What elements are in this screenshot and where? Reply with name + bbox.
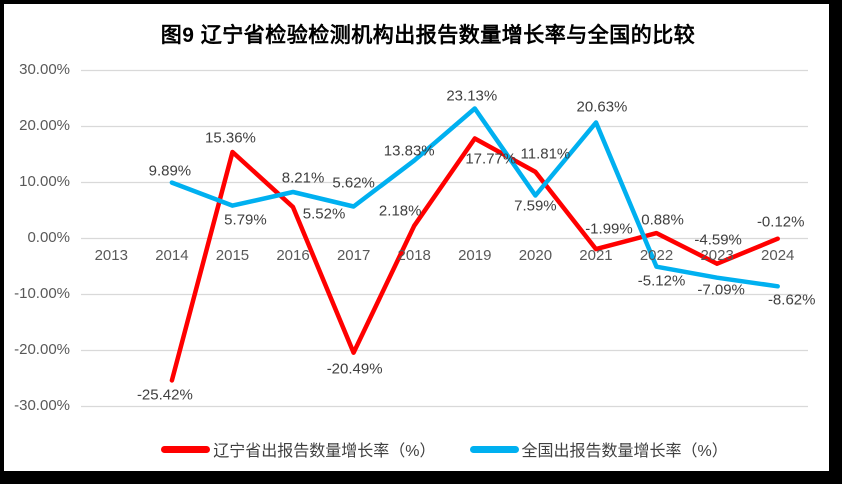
x-axis-label: 2017 — [336, 247, 371, 264]
data-label-national-2017: 5.62% — [332, 174, 375, 192]
data-label-national-2014: 9.89% — [148, 162, 192, 180]
x-axis-label: 2024 — [761, 247, 795, 264]
chart-legend: 辽宁省出报告数量增长率（%） 全国出报告数量增长率（%） — [81, 438, 808, 460]
data-label-national-2022: -5.12% — [637, 272, 686, 290]
x-axis-label: 2019 — [458, 247, 492, 264]
data-label-liaoning-2015: 15.36% — [205, 129, 256, 147]
data-label-national-2019: 23.13% — [446, 87, 498, 105]
chart-title: 图9 辽宁省检验检测机构出报告数量增长率与全国的比较 — [160, 24, 696, 47]
data-label-liaoning-2017: -20.49% — [326, 360, 383, 378]
data-label-liaoning-2022: 0.88% — [641, 211, 684, 229]
legend-swatch-national — [469, 445, 519, 453]
series-line-national — [169, 106, 780, 289]
data-label-liaoning-2014: -25.42% — [136, 386, 193, 404]
data-label-liaoning-2019: 17.77% — [465, 150, 517, 168]
y-axis-label: 20.00% — [19, 117, 70, 134]
data-label-national-2023: -7.09% — [697, 281, 745, 299]
x-axis-label: 2023 — [700, 247, 734, 264]
x-axis-label: 2015 — [215, 247, 250, 264]
x-axis-label: 2018 — [397, 247, 431, 264]
legend-item-liaoning: 辽宁省出报告数量增长率（%） — [161, 437, 436, 461]
legend-swatch-liaoning — [161, 445, 211, 453]
series-line-liaoning — [169, 136, 780, 383]
legend-item-national: 全国出报告数量增长率（%） — [469, 437, 728, 461]
y-axis-label: -30.00% — [14, 397, 70, 414]
data-label-national-2015: 5.79% — [224, 211, 267, 229]
x-axis-label: 2020 — [518, 247, 553, 264]
legend-label: 全国出报告数量增长率（%） — [521, 443, 728, 460]
data-label-national-2021: 20.63% — [576, 98, 628, 116]
data-label-liaoning-2021: -1.99% — [585, 220, 633, 238]
data-label-national-2024: -8.62% — [767, 291, 816, 309]
x-axis-label: 2013 — [94, 247, 128, 264]
y-axis-label: 0.00% — [27, 229, 70, 246]
y-axis-label: -10.00% — [14, 285, 70, 302]
legend-label: 辽宁省出报告数量增长率（%） — [213, 443, 436, 460]
x-axis-label: 2014 — [155, 247, 189, 264]
data-label-liaoning-2024: -0.12% — [756, 213, 805, 231]
data-label-national-2018: 13.83% — [383, 142, 435, 160]
data-label-national-2020: 7.59% — [514, 197, 557, 215]
x-axis-label: 2016 — [276, 247, 310, 264]
data-label-liaoning-2020: 11.81% — [520, 145, 571, 163]
x-axis-label: 2022 — [639, 247, 674, 264]
y-axis-label: -20.00% — [14, 341, 70, 358]
data-label-national-2016: 8.21% — [281, 169, 325, 187]
y-axis-label: 30.00% — [19, 61, 70, 78]
x-axis-label: 2021 — [579, 247, 613, 264]
data-label-liaoning-2018: 2.18% — [378, 202, 422, 220]
data-label-liaoning-2016: 5.52% — [302, 205, 346, 223]
chart-canvas — [4, 4, 829, 471]
y-axis-label: 10.00% — [19, 173, 70, 190]
data-label-liaoning-2023: -4.59% — [694, 231, 742, 249]
